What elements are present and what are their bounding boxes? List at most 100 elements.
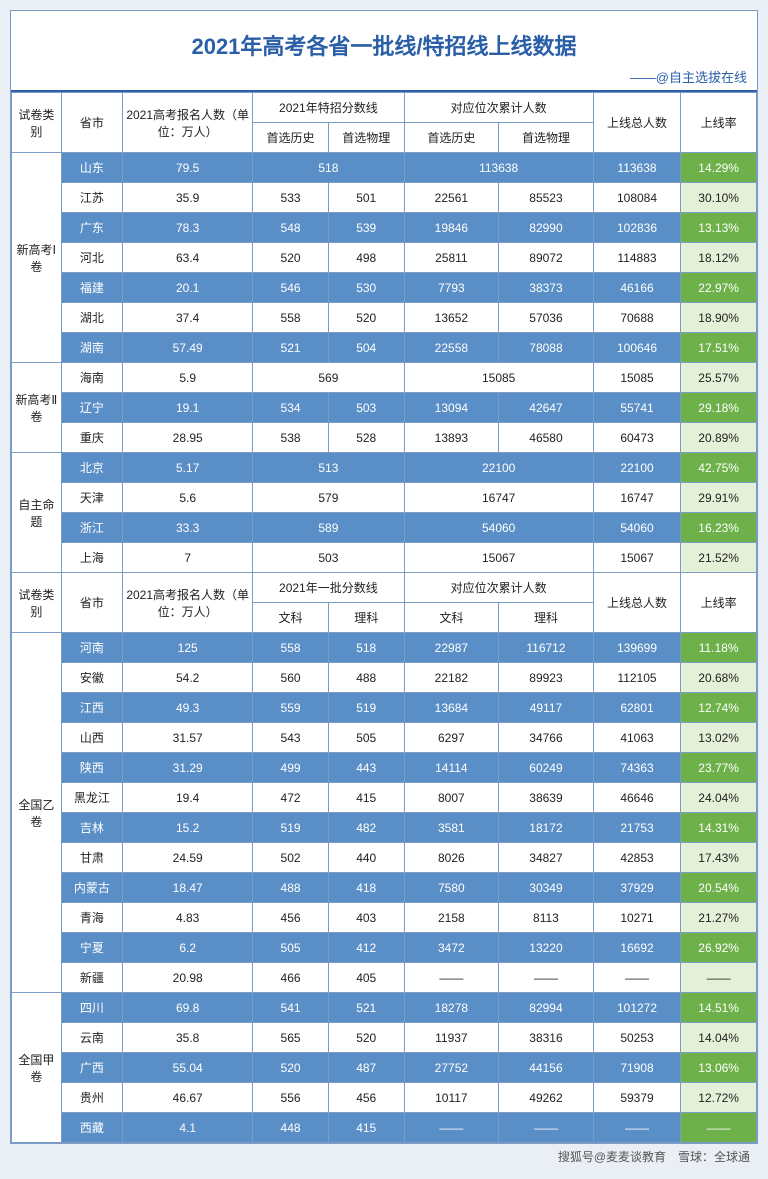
rate-cell: 11.18% bbox=[681, 633, 757, 663]
table-row: 内蒙古18.474884187580303493792920.54% bbox=[12, 873, 757, 903]
rate-cell: 21.52% bbox=[681, 543, 757, 573]
score-b-cell: 487 bbox=[328, 1053, 404, 1083]
pos-a-cell: 8026 bbox=[404, 843, 499, 873]
pos-b-cell: 49262 bbox=[499, 1083, 594, 1113]
th-category: 试卷类别 bbox=[12, 573, 62, 633]
total-cell: 71908 bbox=[593, 1053, 681, 1083]
score-a-cell: 534 bbox=[253, 393, 329, 423]
th-province: 省市 bbox=[61, 93, 122, 153]
score-b-cell: 520 bbox=[328, 1023, 404, 1053]
th-rate: 上线率 bbox=[681, 573, 757, 633]
table-row: 新高考Ⅱ卷海南5.9569150851508525.57% bbox=[12, 363, 757, 393]
score-a-cell: 472 bbox=[253, 783, 329, 813]
table-row: 吉林15.25194823581181722175314.31% bbox=[12, 813, 757, 843]
pos-cell: 22100 bbox=[404, 453, 593, 483]
table-row: 广东78.3548539198468299010283613.13% bbox=[12, 213, 757, 243]
total-cell: 59379 bbox=[593, 1083, 681, 1113]
pos-a-cell: 22561 bbox=[404, 183, 499, 213]
total-cell: 21753 bbox=[593, 813, 681, 843]
prov-cell: 青海 bbox=[61, 903, 122, 933]
reg-cell: 35.8 bbox=[123, 1023, 253, 1053]
score-b-cell: 539 bbox=[328, 213, 404, 243]
rate-cell: 29.91% bbox=[681, 483, 757, 513]
reg-cell: 20.1 bbox=[123, 273, 253, 303]
pos-a-cell: 3472 bbox=[404, 933, 499, 963]
reg-cell: 37.4 bbox=[123, 303, 253, 333]
pos-b-cell: 30349 bbox=[499, 873, 594, 903]
score-a-cell: 546 bbox=[253, 273, 329, 303]
total-cell: 15067 bbox=[593, 543, 681, 573]
rate-cell: 13.02% bbox=[681, 723, 757, 753]
th-total: 上线总人数 bbox=[593, 573, 681, 633]
pos-a-cell: 13652 bbox=[404, 303, 499, 333]
table-row: 上海7503150671506721.52% bbox=[12, 543, 757, 573]
score-a-cell: 565 bbox=[253, 1023, 329, 1053]
table-row: 新高考Ⅰ卷山东79.551811363811363814.29% bbox=[12, 153, 757, 183]
rate-cell: —— bbox=[681, 963, 757, 993]
score-a-cell: 466 bbox=[253, 963, 329, 993]
rate-cell: 30.10% bbox=[681, 183, 757, 213]
score-b-cell: 482 bbox=[328, 813, 404, 843]
th-score-a: 文科 bbox=[253, 603, 329, 633]
prov-cell: 湖北 bbox=[61, 303, 122, 333]
pos-b-cell: 82994 bbox=[499, 993, 594, 1023]
pos-a-cell: —— bbox=[404, 1113, 499, 1143]
rate-cell: 23.77% bbox=[681, 753, 757, 783]
pos-b-cell: 8113 bbox=[499, 903, 594, 933]
table-row: 福建20.15465307793383734616622.97% bbox=[12, 273, 757, 303]
table-row: 全国甲卷四川69.8541521182788299410127214.51% bbox=[12, 993, 757, 1023]
pos-a-cell: 13893 bbox=[404, 423, 499, 453]
pos-cell: 16747 bbox=[404, 483, 593, 513]
pos-a-cell: 18278 bbox=[404, 993, 499, 1023]
rate-cell: 13.06% bbox=[681, 1053, 757, 1083]
score-a-cell: 520 bbox=[253, 243, 329, 273]
total-cell: 55741 bbox=[593, 393, 681, 423]
score-b-cell: 440 bbox=[328, 843, 404, 873]
reg-cell: 125 bbox=[123, 633, 253, 663]
prov-cell: 河南 bbox=[61, 633, 122, 663]
reg-cell: 5.17 bbox=[123, 453, 253, 483]
rate-cell: 24.04% bbox=[681, 783, 757, 813]
reg-cell: 46.67 bbox=[123, 1083, 253, 1113]
pos-a-cell: 2158 bbox=[404, 903, 499, 933]
prov-cell: 辽宁 bbox=[61, 393, 122, 423]
pos-a-cell: 8007 bbox=[404, 783, 499, 813]
th-score-a: 首选历史 bbox=[253, 123, 329, 153]
table-row: 自主命题北京5.17513221002210042.75% bbox=[12, 453, 757, 483]
total-cell: 46166 bbox=[593, 273, 681, 303]
rate-cell: 20.54% bbox=[681, 873, 757, 903]
score-a-cell: 520 bbox=[253, 1053, 329, 1083]
score-cell: 513 bbox=[253, 453, 404, 483]
pos-a-cell: 19846 bbox=[404, 213, 499, 243]
total-cell: —— bbox=[593, 1113, 681, 1143]
score-b-cell: 456 bbox=[328, 1083, 404, 1113]
rate-cell: 20.68% bbox=[681, 663, 757, 693]
rate-cell: 20.89% bbox=[681, 423, 757, 453]
reg-cell: 24.59 bbox=[123, 843, 253, 873]
prov-cell: 陕西 bbox=[61, 753, 122, 783]
score-b-cell: 443 bbox=[328, 753, 404, 783]
pos-b-cell: 42647 bbox=[499, 393, 594, 423]
table-row: 天津5.6579167471674729.91% bbox=[12, 483, 757, 513]
prov-cell: 重庆 bbox=[61, 423, 122, 453]
th-province: 省市 bbox=[61, 573, 122, 633]
score-b-cell: 505 bbox=[328, 723, 404, 753]
score-b-cell: 528 bbox=[328, 423, 404, 453]
th-score: 2021年一批分数线 bbox=[253, 573, 404, 603]
prov-cell: 广东 bbox=[61, 213, 122, 243]
total-cell: 22100 bbox=[593, 453, 681, 483]
th-total: 上线总人数 bbox=[593, 93, 681, 153]
rate-cell: 22.97% bbox=[681, 273, 757, 303]
reg-cell: 55.04 bbox=[123, 1053, 253, 1083]
prov-cell: 福建 bbox=[61, 273, 122, 303]
category-cell: 全国甲卷 bbox=[12, 993, 62, 1143]
prov-cell: 湖南 bbox=[61, 333, 122, 363]
score-b-cell: 415 bbox=[328, 783, 404, 813]
footer-credit: 搜狐号@麦麦谈教育 雪球：全球通 bbox=[10, 1144, 758, 1169]
th-category: 试卷类别 bbox=[12, 93, 62, 153]
rate-cell: 14.51% bbox=[681, 993, 757, 1023]
total-cell: 101272 bbox=[593, 993, 681, 1023]
score-a-cell: 488 bbox=[253, 873, 329, 903]
total-cell: 10271 bbox=[593, 903, 681, 933]
category-cell: 新高考Ⅰ卷 bbox=[12, 153, 62, 363]
